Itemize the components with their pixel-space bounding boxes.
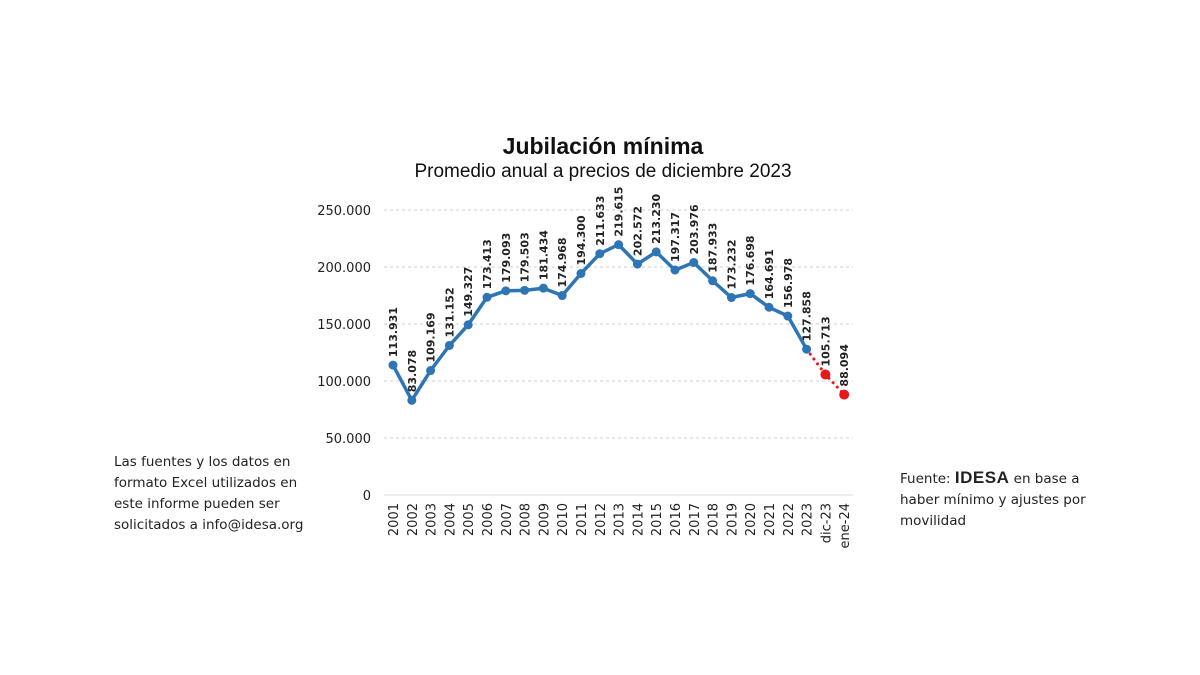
x-axis-ticks: 2001 2002 2003 2004 2005 2006 2007 2008 2009 2010… <box>387 503 853 548</box>
source-prefix: Fuente: <box>900 471 955 487</box>
x-tick-label: 2001 <box>387 503 402 536</box>
data-label: 176.698 <box>744 235 757 285</box>
projection-point <box>820 369 831 380</box>
data-label: 211.633 <box>594 196 607 246</box>
y-tick-label: 50.000 <box>326 432 372 447</box>
x-tick-label: 2019 <box>725 503 740 536</box>
data-label: 219.615 <box>613 187 626 237</box>
chart-title: Jubilación mínima <box>502 133 704 159</box>
idesa-logo-text: IDESA <box>954 468 1010 487</box>
data-label: 127.858 <box>801 291 814 341</box>
data-point <box>576 268 586 278</box>
data-label: 179.093 <box>500 233 513 283</box>
x-tick-label: 2020 <box>744 503 759 536</box>
y-tick-label: 150.000 <box>317 318 371 333</box>
x-tick-label: 2015 <box>650 503 665 536</box>
x-tick-label: 2005 <box>462 503 477 536</box>
x-tick-label: 2006 <box>481 503 496 536</box>
y-tick-label: 0 <box>363 489 371 504</box>
data-label: 202.572 <box>631 206 644 256</box>
data-point <box>745 289 755 299</box>
x-tick-label: 2009 <box>537 503 552 536</box>
data-point <box>407 395 417 405</box>
data-label: 83.078 <box>406 350 419 392</box>
data-label: 131.152 <box>443 287 456 337</box>
data-point <box>520 285 530 295</box>
x-tick-label: 2010 <box>556 503 571 536</box>
data-label: 88.094 <box>838 344 851 387</box>
projection-point <box>839 389 850 400</box>
data-point <box>444 340 454 350</box>
x-tick-label: 2012 <box>594 503 609 536</box>
x-tick-label: 2011 <box>575 503 590 536</box>
x-tick-label: 2008 <box>519 503 534 536</box>
data-point <box>501 286 511 296</box>
y-axis-ticks: 0 50.000 100.000 150.000 200.000 250.000 <box>317 204 371 504</box>
data-label: 203.976 <box>688 204 701 254</box>
data-source-note: Las fuentes y los datos en formato Excel… <box>114 454 304 533</box>
data-label: 194.300 <box>575 215 588 265</box>
data-point <box>595 249 605 259</box>
data-point <box>463 320 473 330</box>
data-label: 181.434 <box>537 230 550 280</box>
x-tick-label: 2004 <box>443 503 458 536</box>
data-label: 179.503 <box>519 232 532 282</box>
chart-subtitle: Promedio anual a precios de diciembre 20… <box>414 161 792 182</box>
data-label: 113.931 <box>387 307 400 357</box>
x-tick-label: 2014 <box>631 503 646 536</box>
data-label: 173.413 <box>481 239 494 289</box>
x-tick-label: 2023 <box>801 503 816 536</box>
x-tick-label: 2003 <box>425 503 440 536</box>
x-tick-label: 2022 <box>782 503 797 536</box>
series-lines <box>391 242 846 403</box>
data-label: 197.317 <box>669 212 682 262</box>
data-label: 213.230 <box>650 193 663 243</box>
data-point <box>670 265 680 275</box>
data-point <box>557 291 567 301</box>
data-label: 173.232 <box>725 239 738 289</box>
data-point <box>614 240 624 250</box>
data-point <box>802 344 812 354</box>
data-point <box>783 311 793 321</box>
x-tick-label: 2017 <box>688 503 703 536</box>
source-attribution: Fuente: IDESA en base a haber mínimo y a… <box>900 467 1100 532</box>
x-tick-label: 2018 <box>707 503 722 536</box>
data-point <box>708 276 718 286</box>
data-label: 164.691 <box>763 249 776 299</box>
data-label: 187.933 <box>707 223 720 273</box>
data-point <box>388 360 398 370</box>
x-tick-label: dic-23 <box>819 503 834 543</box>
data-label: 174.968 <box>556 237 569 287</box>
x-tick-label: 2007 <box>500 503 515 536</box>
data-point <box>426 366 436 376</box>
data-labels: 113.931 83.078 109.169 131.152 149.327 173.41… <box>387 187 851 393</box>
y-tick-label: 200.000 <box>317 261 371 276</box>
source-suffix: en base a haber mínimo y ajustes por mov… <box>900 471 1086 529</box>
data-label: 149.327 <box>462 267 475 317</box>
data-point <box>764 302 774 312</box>
data-point <box>726 293 736 303</box>
data-label: 105.713 <box>819 316 832 366</box>
data-label: 156.978 <box>782 258 795 308</box>
data-point <box>651 247 661 257</box>
x-tick-label: 2013 <box>613 503 628 536</box>
data-point <box>632 259 642 269</box>
data-point <box>689 257 699 267</box>
x-tick-label: ene-24 <box>838 503 853 548</box>
series-points <box>388 240 850 405</box>
data-point <box>538 283 548 293</box>
gridlines <box>384 209 853 496</box>
data-point <box>482 292 492 302</box>
y-tick-label: 100.000 <box>317 375 371 390</box>
data-label: 109.169 <box>425 312 438 362</box>
x-tick-label: 2021 <box>763 503 778 536</box>
x-tick-label: 2002 <box>406 503 421 536</box>
y-tick-label: 250.000 <box>317 204 371 219</box>
x-tick-label: 2016 <box>669 503 684 536</box>
